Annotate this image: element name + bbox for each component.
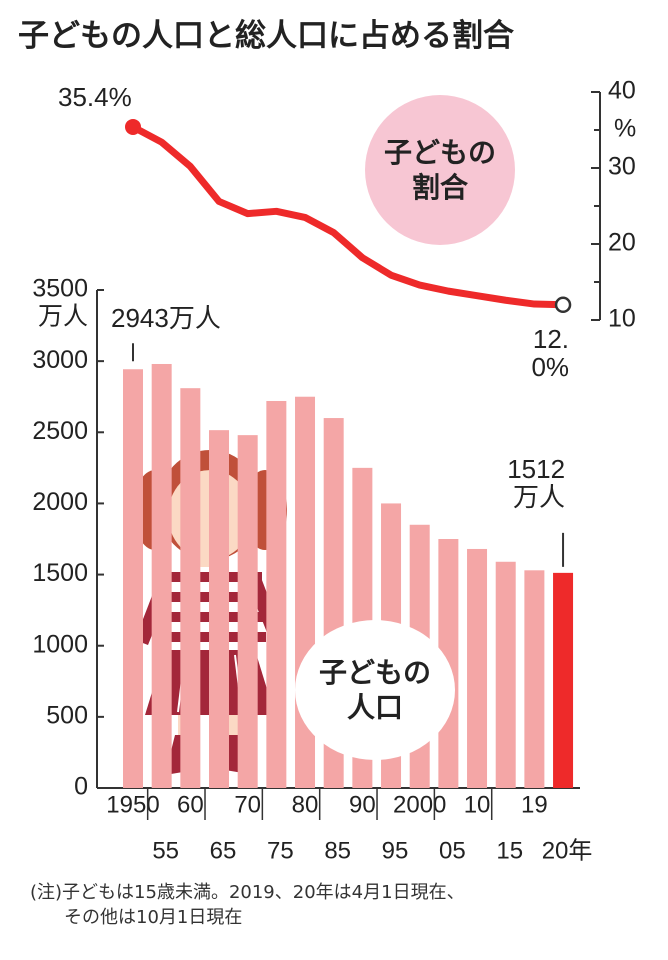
start-point [125,118,141,135]
y2-tick-label: 30 [608,153,636,181]
bar [553,572,574,788]
bar [151,363,172,788]
y-tick-label: 1000 [32,630,88,658]
bar [495,561,516,788]
x-tick-label: 75 [267,837,294,864]
bar [180,388,201,788]
y-tick-label: 1500 [32,559,88,587]
notes: (注)子どもは15歳未満。2019、20年は4月1日現在、その他は10月1日現在 [30,880,465,930]
x-tick-label: 60 [177,791,204,818]
legend-label: 子どもの人口 [318,656,431,724]
end-point [554,296,572,314]
bar [237,435,258,788]
y2-tick-label: 40 [608,77,636,105]
x-tick-label: 85 [324,837,351,864]
bar [123,369,143,788]
x-tick-label: 20年 [542,837,593,864]
value-label: 12.0% [531,323,570,383]
x-tick-label: 95 [382,837,409,864]
x-tick-label: 10 [464,791,491,818]
y-tick-label: 2000 [32,488,88,516]
y2-tick-label: 20 [608,229,636,257]
x-tick-label: 80 [292,791,319,818]
y-tick-label: 0 [74,773,88,801]
legend-label: 子どもの割合 [383,136,496,204]
x-tick-label: 05 [439,837,466,864]
line [129,123,567,309]
chart-title: 子どもの人口と総人口に占める割合 [18,18,514,53]
y-tick-label: 3000 [32,346,88,374]
bar [524,570,545,788]
value-label: 1512万人 [507,453,566,513]
y-tick-label: 2500 [32,417,88,445]
x-tick-label: 90 [349,791,376,818]
x-tick-label: 55 [152,837,179,864]
x-tick-label: 65 [210,837,237,864]
note-line: (注)子どもは15歳未満。2019、20年は4月1日現在、 [30,882,465,903]
x-tick-label: 19 [521,791,548,818]
y-tick-label: 3500 [32,275,88,303]
x-tick-label: 70 [234,791,261,818]
value-label: 35.4% [58,81,132,112]
value-label: 2943万人 [111,303,221,334]
line-legend: 子どもの割合 [365,95,515,245]
note-line: その他は10月1日現在 [64,907,243,929]
x-tick-label: 15 [496,837,523,864]
bar [467,548,488,788]
bar [266,400,287,788]
y2-unit: % [614,115,636,143]
y2-tick-label: 10 [608,305,636,333]
y-unit: 万人 [38,303,88,331]
bar [209,430,230,788]
x-tick-label: 2000 [393,791,446,818]
x-tick-label: 1950 [106,791,159,818]
bar-legend: 子どもの人口 [295,620,455,760]
y-tick-label: 500 [46,701,88,729]
